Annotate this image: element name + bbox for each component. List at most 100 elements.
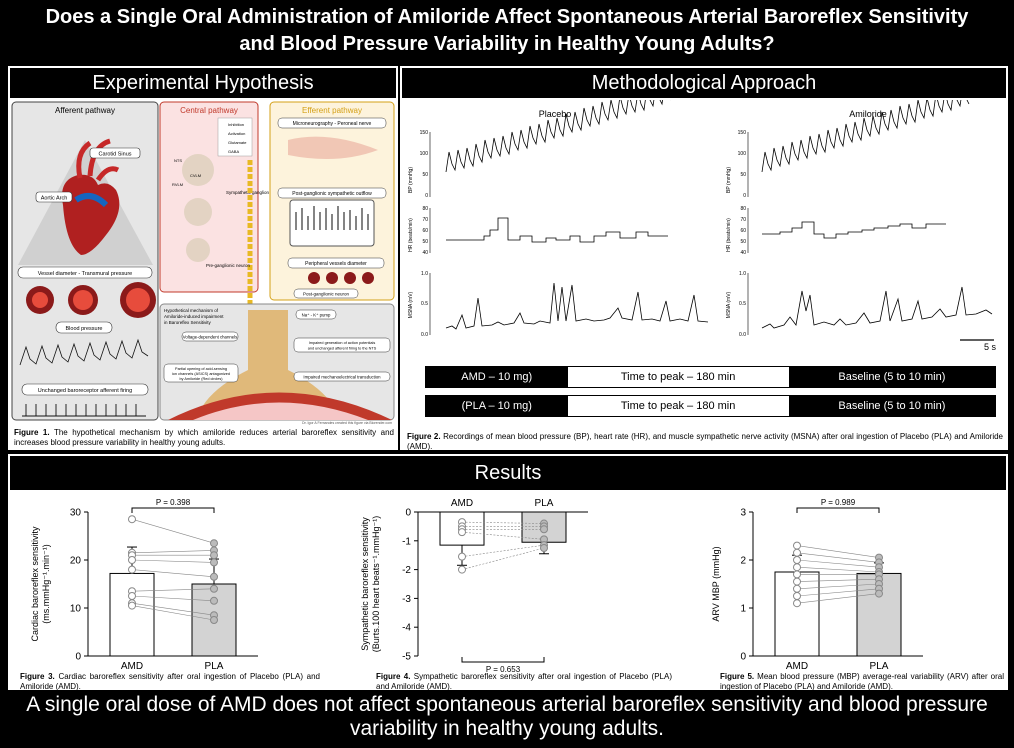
y-tick-label: 2 <box>740 556 746 567</box>
placebo-msna-trace <box>445 282 709 330</box>
placebo-hr-axis: HR (beats/min) 80 70 60 50 40 <box>408 206 431 256</box>
svg-text:and unchanged afferent firing: and unchanged afferent firing to the NTS <box>308 347 377 351</box>
y-axis-label: ARV MBP (mmHg) <box>711 546 721 621</box>
protocol-amd-baseline: Baseline (5 to 10 min) <box>788 367 995 387</box>
amiloride-hr-ylabel: HR (beats/min) <box>726 218 732 252</box>
significance-bracket <box>461 657 545 663</box>
amd-point <box>793 592 801 600</box>
amiloride-bp-trace <box>761 100 970 173</box>
pla-point <box>540 525 548 534</box>
bar-amd <box>109 572 155 657</box>
svg-text:70: 70 <box>740 217 746 223</box>
amd-point <box>128 601 136 610</box>
subject-line <box>796 583 880 590</box>
amd-point <box>793 577 801 586</box>
aortic-arch-label-box <box>35 191 73 203</box>
legend-gaba: GABA <box>228 149 239 154</box>
amd-point <box>793 541 801 550</box>
amiloride-hr-axis: HR (beats/min) 80 70 60 50 40 <box>726 206 749 256</box>
title-line-2: and Blood Pressure Variability in Health… <box>239 33 775 55</box>
category-label: AMD <box>786 661 808 672</box>
p-value-label: P = 0.398 <box>156 498 191 507</box>
subject-line <box>131 602 215 616</box>
amd-point <box>458 565 466 574</box>
title-line-1: Does a Single Oral Administration of Ami… <box>45 6 969 28</box>
blood-pressure-label: Blood pressure <box>66 326 103 332</box>
amiloride-bp-ylabel: BP (mmHg) <box>726 167 732 193</box>
y-tick-label: 0 <box>75 652 81 663</box>
placebo-hr-ylabel: HR (beats/min) <box>408 218 414 252</box>
svg-text:0.5: 0.5 <box>421 301 428 307</box>
subject-line <box>796 545 880 558</box>
subject-line <box>796 578 880 582</box>
svg-text:0: 0 <box>743 193 746 199</box>
subject-line <box>131 595 215 602</box>
conclusion-banner: A single oral dose of AMD does not affec… <box>14 693 1000 741</box>
subject-line <box>796 566 880 573</box>
pla-point <box>540 544 548 552</box>
aortic-arch-label: Aortic Arch <box>41 196 68 202</box>
y-tick-label: 20 <box>70 556 82 567</box>
firing-spikes <box>22 404 146 417</box>
microneurography-label: Microneurography - Peroneal nerve <box>293 121 372 127</box>
amd-point <box>458 552 466 561</box>
pla-point <box>210 572 218 581</box>
vessel-diameter-box <box>17 266 153 279</box>
recordings-figure: Placebo Amiloride BP (mmHg) 150 100 50 0… <box>408 100 996 350</box>
figure2-caption: Figure 2. Recordings of mean blood press… <box>407 432 1003 451</box>
placebo-bp-axis: BP (mmHg) 150 100 50 0 <box>408 130 431 199</box>
pla-point <box>210 539 218 548</box>
y-tick-label: 0 <box>740 652 746 663</box>
subject-line <box>461 521 545 524</box>
heart-icon <box>62 174 120 255</box>
svg-text:0: 0 <box>425 193 428 199</box>
amd-point <box>793 599 801 608</box>
category-label: PLA <box>205 661 224 672</box>
amd-point <box>793 570 801 579</box>
vena-icon <box>74 193 109 208</box>
svg-text:50: 50 <box>422 172 428 178</box>
category-label: AMD <box>451 498 473 509</box>
svg-text:80: 80 <box>740 206 746 212</box>
placebo-label: Placebo <box>539 109 572 119</box>
conclusion-line-1: A single oral dose of AMD does not affec… <box>26 693 988 716</box>
svg-text:1.0: 1.0 <box>739 271 746 277</box>
svg-text:0.0: 0.0 <box>739 332 746 338</box>
pla-point <box>210 551 218 560</box>
subject-line <box>131 605 215 621</box>
subject-line <box>461 547 545 570</box>
hypothesis-figure: Afferent pathway Carotid Sinus Aortic Ar… <box>11 101 395 425</box>
protocol-pla-drug: (PLA – 10 mg) <box>426 396 568 416</box>
svg-text:40: 40 <box>422 250 428 256</box>
rvlm-label: RVLM <box>172 182 183 187</box>
poster-title: Does a Single Oral Administration of Ami… <box>0 0 1014 62</box>
svg-text:100: 100 <box>738 151 747 157</box>
subject-line <box>796 593 880 604</box>
conclusion-line-2: variability in healthy young adults. <box>349 717 664 740</box>
amd-point <box>793 548 801 557</box>
pla-point <box>210 558 218 567</box>
postganglionic-outflow-label: Post-ganglionic sympathetic outflow <box>292 191 372 197</box>
protocol-pla-peak: Time to peak – 180 min <box>567 396 789 416</box>
mechanism-title-3: in Baroreflex Sensitivity <box>164 320 212 325</box>
carotid-sinus-label: Carotid Sinus <box>98 152 131 158</box>
svg-text:150: 150 <box>420 130 429 136</box>
cvlm-label: CVLM <box>190 173 201 178</box>
figure4-caption: Figure 4. Sympathetic baroreflex sensiti… <box>376 672 672 691</box>
preganglionic-label: Pre-ganglionic neuron <box>206 263 251 268</box>
placebo-msna-ylabel: MSNA (mV) <box>408 291 414 318</box>
impaired-generation-label: Impaired generation of action potentials <box>309 341 376 345</box>
hypothesis-panel: Experimental Hypothesis Afferent pathway… <box>8 66 398 450</box>
credit-text: Dr. Igor A Fernandes created this figure… <box>302 421 392 425</box>
y-tick-label: -3 <box>402 594 411 605</box>
chart-sympathetic-brs: Sympathetic baroreflex sensitivity (Burts… <box>360 498 588 672</box>
p-value-label: P = 0.989 <box>821 498 856 507</box>
amd-point <box>793 563 801 572</box>
placebo-bp-trace <box>445 100 671 173</box>
afferent-title: Afferent pathway <box>55 106 115 115</box>
amd-point <box>128 592 136 600</box>
unchanged-firing-box <box>21 383 149 396</box>
significance-bracket <box>131 507 215 513</box>
svg-text:80: 80 <box>422 206 428 212</box>
svg-text:0.0: 0.0 <box>421 332 428 338</box>
